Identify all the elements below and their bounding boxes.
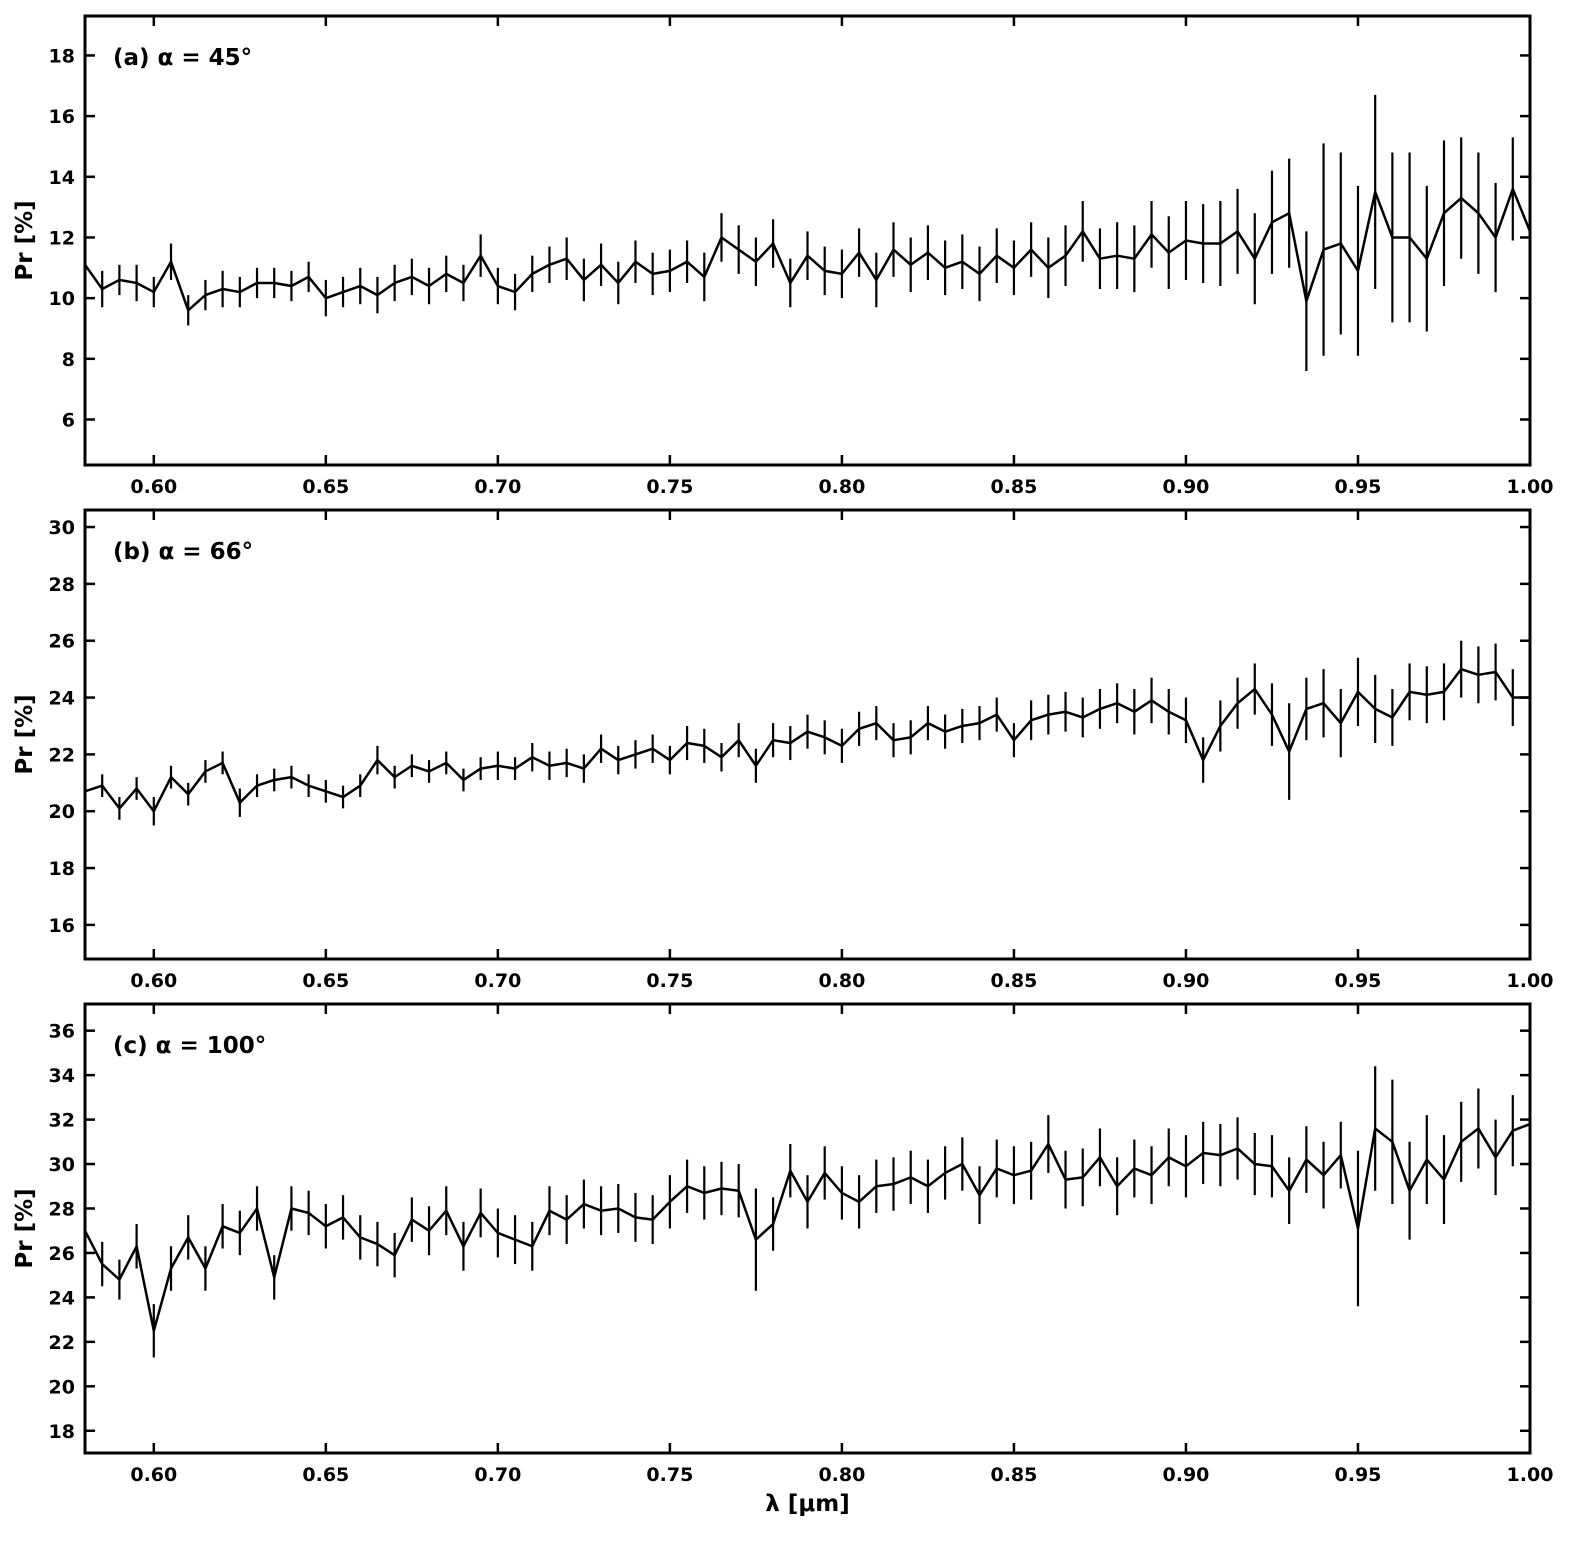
x-tick-label: 0.90 [1163,1464,1210,1486]
x-tick-label: 0.95 [1335,476,1382,498]
x-tick-label: 1.00 [1507,1464,1554,1486]
y-tick-label: 26 [49,631,75,653]
y-axis-label: Pr [%] [12,200,38,280]
y-tick-label: 20 [49,1376,75,1398]
x-tick-label: 1.00 [1507,476,1554,498]
x-tick-label: 0.70 [474,970,521,992]
plot-frame [83,14,1532,467]
y-tick-label: 20 [49,801,75,823]
x-tick-label: 0.60 [130,1464,177,1486]
x-tick-label: 1.00 [1507,970,1554,992]
y-tick-label: 22 [49,744,75,766]
x-tick-label: 0.60 [130,476,177,498]
x-tick-label: 0.80 [818,1464,865,1486]
x-tick-label: 0.65 [302,1464,349,1486]
y-tick-label: 8 [62,349,75,371]
x-tick-label: 0.75 [646,970,693,992]
y-tick-label: 32 [49,1110,75,1132]
y-tick-label: 28 [49,1198,75,1220]
panel-title: (a) α = 45° [113,45,252,71]
x-tick-label: 0.85 [990,1464,1037,1486]
data-line [84,667,1530,813]
y-tick-label: 28 [49,574,75,596]
y-tick-label: 6 [62,409,75,431]
y-tick-label: 16 [49,106,75,128]
y-tick-label: 24 [49,688,75,710]
y-tick-label: 10 [49,288,75,310]
y-tick-label: 16 [49,915,75,937]
x-tick-label: 0.80 [818,970,865,992]
x-axis-label: λ [μm] [765,1491,849,1517]
data-line [83,1122,1531,1332]
x-tick-label: 0.75 [646,1464,693,1486]
x-tick-label: 0.60 [130,970,177,992]
y-tick-label: 12 [49,227,75,249]
plot-frame [83,1002,1532,1455]
x-tick-label: 0.65 [302,970,349,992]
y-tick-label: 30 [49,517,75,539]
y-tick-label: 34 [49,1065,75,1087]
y-axis-label: Pr [%] [12,694,38,774]
x-tick-label: 0.80 [818,476,865,498]
y-tick-label: 14 [49,167,75,189]
y-axis-label: Pr [%] [12,1188,38,1268]
x-tick-label: 0.95 [1335,970,1382,992]
y-tick-label: 18 [49,1421,75,1443]
panel-title: (c) α = 100° [113,1033,266,1059]
x-tick-label: 0.75 [646,476,693,498]
x-tick-label: 0.95 [1335,1464,1382,1486]
x-tick-label: 0.90 [1163,476,1210,498]
y-tick-label: 18 [49,858,75,880]
y-tick-label: 18 [49,45,75,67]
y-tick-label: 22 [49,1332,75,1354]
y-tick-label: 30 [49,1154,75,1176]
x-tick-label: 0.70 [474,476,521,498]
plot-frame [83,508,1532,961]
y-tick-label: 36 [49,1021,75,1043]
x-tick-label: 0.90 [1163,970,1210,992]
y-tick-label: 26 [49,1243,75,1265]
x-tick-label: 0.70 [474,1464,521,1486]
x-tick-label: 0.85 [990,970,1037,992]
x-tick-label: 0.65 [302,476,349,498]
data-line [83,187,1532,312]
panel-title: (b) α = 66° [113,539,253,565]
y-tick-label: 24 [49,1287,75,1309]
x-tick-label: 0.85 [990,476,1037,498]
